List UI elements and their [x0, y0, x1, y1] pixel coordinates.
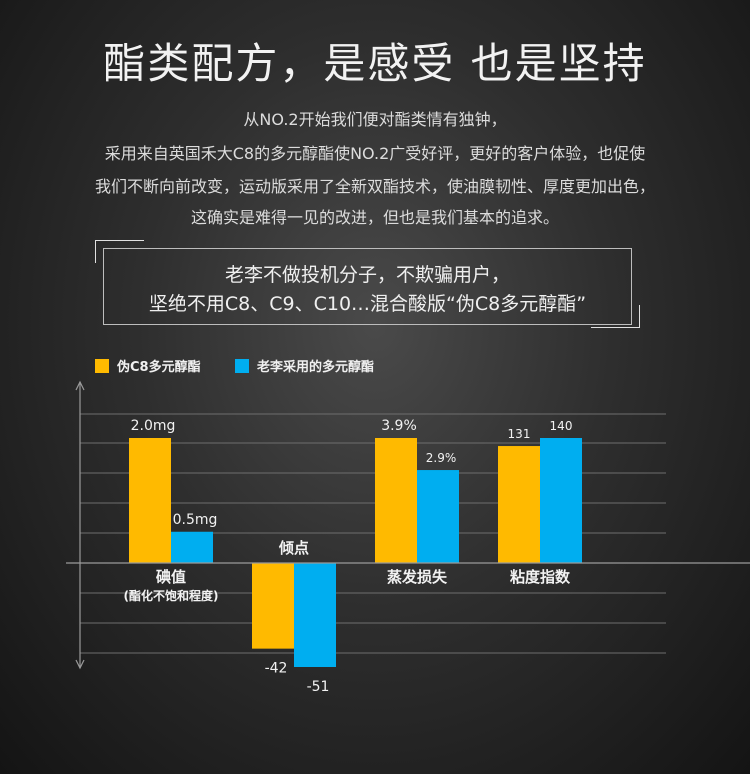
- category-label-1: 倾点: [278, 539, 309, 557]
- category-label-2: 蒸发损失: [387, 568, 448, 586]
- data-label-0-0: 2.0mg: [131, 418, 176, 434]
- category-label-3: 粘度指数: [510, 568, 571, 586]
- bar-1-0: [252, 563, 294, 649]
- quote-line-2: 坚绝不用C8、C9、C10…混合酸版“伪C8多元醇酯”: [148, 293, 587, 315]
- legend-swatch-series-b: [235, 358, 249, 373]
- y-axis-arrow-up: [75, 380, 85, 391]
- bar-0-1: [171, 531, 213, 563]
- quote-corner-bottom-right: [591, 305, 640, 328]
- legend-label-series-a: 伪C8多元醇酯: [117, 360, 201, 375]
- bars: [129, 438, 582, 667]
- data-label-2-0: 3.9%: [381, 418, 417, 434]
- intro-line-4: 这确实是难得一见的改进，但也是我们基本的追求。: [190, 208, 559, 227]
- intro-line-2: 采用来自英国禾大C8的多元醇酯使NO.2广受好评，更好的客户体验，也促使: [104, 144, 646, 163]
- data-label-0-1: 0.5mg: [173, 512, 218, 528]
- axes: [66, 380, 750, 670]
- bar-2-1: [417, 470, 459, 563]
- y-axis-arrow-down: [75, 659, 85, 670]
- data-label-3-0: 131: [508, 427, 531, 441]
- data-label-3-1: 140: [550, 419, 573, 433]
- intro-line-1: 从NO.2开始我们便对酯类情有独钟，: [243, 110, 507, 129]
- category-note-0: (酯化不饱和程度): [124, 588, 219, 603]
- bar-0-0: [129, 438, 171, 563]
- legend-item-series-b: 老李采用的多元醇酯: [235, 356, 374, 375]
- page-title: 酯类配方，是感受 也是坚持: [103, 39, 647, 88]
- legend-label-series-b: 老李采用的多元醇酯: [257, 360, 375, 375]
- legend-swatch-series-a: [95, 358, 109, 373]
- legend-item-series-a: 伪C8多元醇酯: [95, 356, 201, 375]
- value-labels: 2.0mg 0.5mg 碘值 (酯化不饱和程度) -42 -51 倾点 3.9% 2.9% 蒸发损…: [124, 418, 573, 695]
- quote-border: [103, 248, 632, 325]
- bar-3-0: [498, 446, 540, 563]
- bar-3-1: [540, 438, 582, 563]
- intro-line-3: 我们不断向前改变，运动版采用了全新双酯技术，使油膜韧性、厚度更加出色，: [94, 177, 655, 196]
- data-label-1-0: -42: [265, 661, 288, 677]
- bar-2-0: [375, 438, 417, 563]
- quote-line-1: 老李不做投机分子，不欺骗用户，: [224, 264, 510, 286]
- category-label-0: 碘值: [156, 568, 186, 586]
- data-label-2-1: 2.9%: [426, 451, 457, 465]
- data-label-1-1: -51: [307, 679, 330, 695]
- quote-box: 老李不做投机分子，不欺骗用户， 坚绝不用C8、C9、C10…混合酸版“伪C8多元…: [95, 240, 640, 328]
- bar-1-1: [294, 563, 336, 667]
- quote-corner-top-left: [95, 240, 144, 263]
